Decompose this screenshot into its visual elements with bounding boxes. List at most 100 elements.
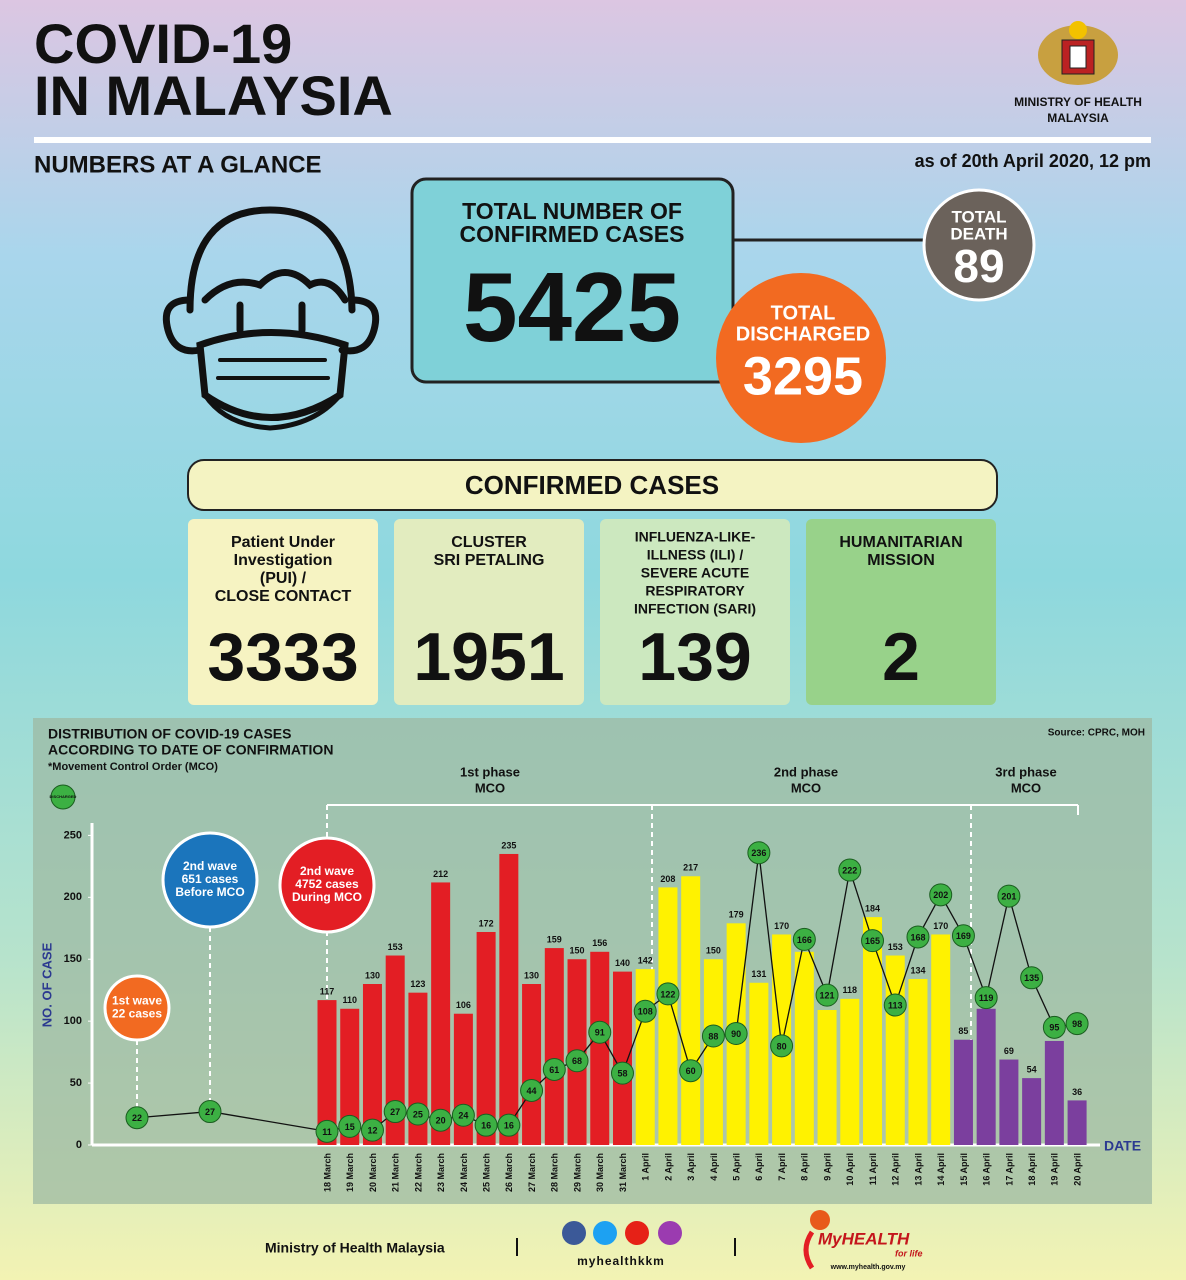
- discharged-value-label: 168: [910, 932, 925, 942]
- discharged-point: [360, 1118, 384, 1142]
- card-label: CLUSTER: [451, 534, 527, 551]
- x-tick-label: 29 March: [572, 1153, 582, 1192]
- x-tick-label: 2 April: [663, 1153, 673, 1181]
- x-tick-label: 13 April: [913, 1153, 923, 1186]
- bar-value-label: 153: [388, 942, 403, 952]
- bar-value-label: 150: [706, 946, 721, 956]
- y-tick-label: 0: [76, 1139, 82, 1151]
- discharged-point: [125, 1106, 149, 1130]
- x-tick-label: 12 April: [891, 1153, 901, 1186]
- discharged-point: [565, 1049, 589, 1073]
- discharged-label: TOTAL: [771, 302, 836, 324]
- bar: [385, 955, 405, 1145]
- death-label: DEATH: [950, 224, 1007, 243]
- divider: [34, 137, 1151, 143]
- x-tick-label: 9 April: [822, 1153, 832, 1181]
- wave-label: 1st wave: [112, 994, 162, 1008]
- legend-label: DISCHARGED: [50, 794, 77, 799]
- bar: [362, 984, 382, 1145]
- bar-value-label: 110: [342, 995, 357, 1005]
- phase-label: 3rd phase: [995, 764, 1056, 779]
- bar: [794, 951, 814, 1145]
- discharged-value-label: 88: [708, 1031, 718, 1041]
- bar: [931, 934, 951, 1145]
- card-label: CLOSE CONTACT: [215, 588, 352, 605]
- bar: [431, 882, 451, 1145]
- x-tick-label: 15 April: [959, 1153, 969, 1186]
- card-label: Investigation: [234, 552, 333, 569]
- discharged-value-label: 165: [865, 936, 880, 946]
- discharged-label: DISCHARGED: [736, 323, 870, 345]
- wave-circle: [278, 836, 376, 934]
- subtitle: NUMBERS AT A GLANCE: [34, 151, 322, 178]
- bar-value-label: 212: [433, 869, 448, 879]
- discharged-point: [679, 1059, 703, 1083]
- bar-value-label: 130: [365, 970, 380, 980]
- bar: [1022, 1078, 1042, 1145]
- x-tick-label: 11 April: [868, 1153, 878, 1185]
- discharged-value-label: 61: [549, 1065, 559, 1075]
- bar-value-label: 140: [615, 958, 630, 968]
- bar: [1067, 1100, 1087, 1145]
- discharged-point: [701, 1024, 725, 1048]
- x-tick-label: 18 March: [322, 1153, 332, 1192]
- x-tick-label: 8 April: [800, 1153, 810, 1181]
- discharged-value-label: 27: [390, 1107, 400, 1117]
- discharged-point: [451, 1103, 475, 1127]
- case-card: [188, 519, 378, 705]
- bar-value-label: 217: [683, 863, 698, 873]
- death-circle: [922, 188, 1036, 302]
- discharged-point: [542, 1057, 566, 1081]
- case-card: [806, 519, 996, 705]
- y-tick-label: 150: [64, 953, 82, 965]
- phase-label: 2nd phase: [774, 764, 838, 779]
- bar: [340, 1008, 360, 1145]
- discharged-value-label: 121: [820, 991, 835, 1001]
- social-icons: [562, 1221, 682, 1245]
- discharged-value-label: 90: [731, 1029, 741, 1039]
- bar-value-label: 208: [660, 874, 675, 884]
- discharged-value-label: 98: [1072, 1019, 1082, 1029]
- bar: [840, 998, 860, 1145]
- x-tick-label: 27 March: [527, 1153, 537, 1192]
- mask-icon: [162, 206, 380, 431]
- card-label: INFLUENZA-LIKE-: [635, 529, 756, 545]
- wave-circle: [103, 974, 171, 1042]
- discharged-point: [951, 924, 975, 948]
- bar-value-label: 156: [592, 938, 607, 948]
- y-tick-label: 250: [64, 829, 82, 841]
- discharged-value-label: 122: [660, 989, 675, 999]
- footer-brand: MyHEALTH: [818, 1229, 910, 1248]
- chart-title: DISTRIBUTION OF COVID-19 CASES: [48, 726, 291, 742]
- x-tick-label: 1 April: [641, 1153, 651, 1181]
- y-tick-label: 50: [70, 1077, 82, 1089]
- card-label: SRI PETALING: [434, 552, 545, 569]
- wave-label: 651 cases: [182, 872, 239, 886]
- phase-label: MCO: [791, 780, 821, 795]
- x-tick-label: 4 April: [709, 1153, 719, 1181]
- discharged-point: [792, 927, 816, 951]
- bar-value-label: 117: [320, 986, 335, 996]
- ministry-line: MINISTRY OF HEALTH: [1014, 95, 1142, 109]
- discharged-value-label: 166: [797, 935, 812, 945]
- bar: [749, 982, 769, 1145]
- confirmed-label: CONFIRMED CASES: [460, 221, 685, 247]
- card-label: ILLNESS (ILI) /: [647, 547, 744, 563]
- wave-label: Before MCO: [175, 885, 244, 899]
- x-tick-label: 31 March: [618, 1153, 628, 1192]
- footer-url: www.myhealth.gov.my: [830, 1264, 906, 1271]
- crest: [1038, 21, 1118, 85]
- x-tick-label: 7 April: [777, 1153, 787, 1181]
- x-tick-label: 16 April: [982, 1153, 992, 1186]
- discharged-point: [883, 993, 907, 1017]
- bar: [976, 1008, 996, 1145]
- x-tick-label: 24 March: [459, 1153, 469, 1192]
- y-tick-label: 100: [64, 1015, 82, 1027]
- bar: [1044, 1040, 1064, 1145]
- footer-ministry: Ministry of Health Malaysia: [265, 1240, 445, 1256]
- discharged-value-label: 20: [436, 1116, 446, 1126]
- card-label: SEVERE ACUTE: [641, 565, 749, 581]
